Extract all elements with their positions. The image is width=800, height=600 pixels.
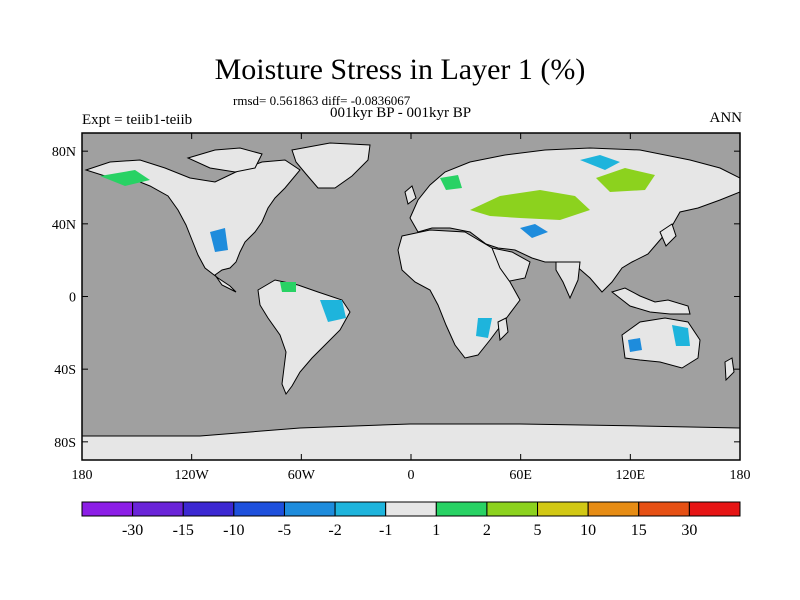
lat-tick-label: 40S [54, 363, 76, 378]
land-eurasia [409, 147, 740, 293]
colorbar-label: 1 [432, 522, 440, 539]
colorbar-label: 15 [631, 522, 647, 539]
longitude-ticks: 180 120W 60W 0 60E 120E 180 [72, 133, 751, 483]
colorbar-box [81, 501, 134, 517]
colorbar-label: 5 [534, 522, 542, 539]
patch-green-east-asia [596, 168, 655, 192]
land-japan [659, 223, 677, 247]
anomaly-patches [100, 155, 690, 352]
patch-lightblue-brazil [320, 300, 346, 322]
patch-blue-central-asia [520, 224, 548, 238]
colorbar-box [638, 501, 690, 517]
colorbar-label: -1 [379, 522, 392, 539]
land-uk [404, 185, 417, 205]
latitude-ticks: 80N 40N 0 40S 80S [52, 145, 740, 451]
colorbar-box [283, 501, 336, 517]
land-greenland [291, 142, 371, 189]
period-line: 001kyr BP - 001kyr BP [330, 105, 472, 121]
colorbar-label: -2 [328, 522, 341, 539]
patch-lightblue-africa-south [476, 318, 492, 338]
land-sea-islands [610, 287, 691, 315]
land-arctic-islands [186, 147, 263, 173]
colorbar-label: 30 [681, 522, 697, 539]
patch-green-canada [100, 170, 150, 186]
patch-lightblue-australia [672, 325, 690, 346]
lon-tick-label: 120W [175, 468, 210, 483]
colorbar-label: -5 [278, 522, 291, 539]
lon-tick-label: 60W [288, 468, 316, 483]
colorbar-box [587, 501, 640, 517]
colorbar-boxes [81, 501, 741, 517]
patch-lightblue-siberia [580, 155, 620, 170]
lat-tick-label: 80S [54, 436, 76, 451]
colorbar-box [182, 501, 235, 517]
colorbar-box [537, 501, 589, 517]
colorbar-box [132, 501, 184, 517]
land-new-zealand [724, 357, 735, 382]
colorbar-box [435, 501, 488, 517]
land-madagascar [497, 317, 509, 342]
colorbar-box [233, 501, 285, 517]
lon-tick-label: 180 [72, 468, 93, 483]
lat-tick-label: 0 [69, 291, 76, 306]
experiment-label: Expt = teiib1-teiib [82, 112, 193, 128]
land-antarctica [82, 423, 740, 460]
colorbar-label: -30 [122, 522, 143, 539]
land-india [555, 261, 581, 300]
patch-green-brazil [280, 282, 296, 292]
lon-tick-label: 0 [408, 468, 415, 483]
stats-line: rmsd= 0.561863 diff= -0.0836067 [233, 93, 411, 108]
season-label: ANN [709, 110, 743, 126]
colorbar-box [385, 501, 437, 517]
colorbar-labels: -30 -15 -10 -5 -2 -1 1 2 5 10 15 30 [122, 522, 697, 539]
patch-green-central-asia [470, 190, 590, 220]
colorbar-box [688, 501, 741, 517]
colorbar-label: -15 [173, 522, 194, 539]
chart-title: Moisture Stress in Layer 1 (%) [214, 53, 586, 86]
colorbar-box [334, 501, 387, 517]
patch-lightblue-mexico [210, 228, 228, 252]
lon-tick-label: 120E [616, 468, 646, 483]
lon-tick-label: 180 [730, 468, 751, 483]
patch-green-europe [440, 175, 462, 190]
land-north-america [84, 159, 301, 293]
colorbar-box [486, 501, 539, 517]
colorbar-label: 10 [580, 522, 596, 539]
lat-tick-label: 80N [52, 145, 76, 160]
colorbar-label: -10 [223, 522, 244, 539]
lat-tick-label: 40N [52, 218, 76, 233]
land-masses [82, 142, 740, 460]
patch-blue-australia-west [628, 338, 642, 352]
lon-tick-label: 60E [509, 468, 532, 483]
colorbar-label: 2 [483, 522, 491, 539]
